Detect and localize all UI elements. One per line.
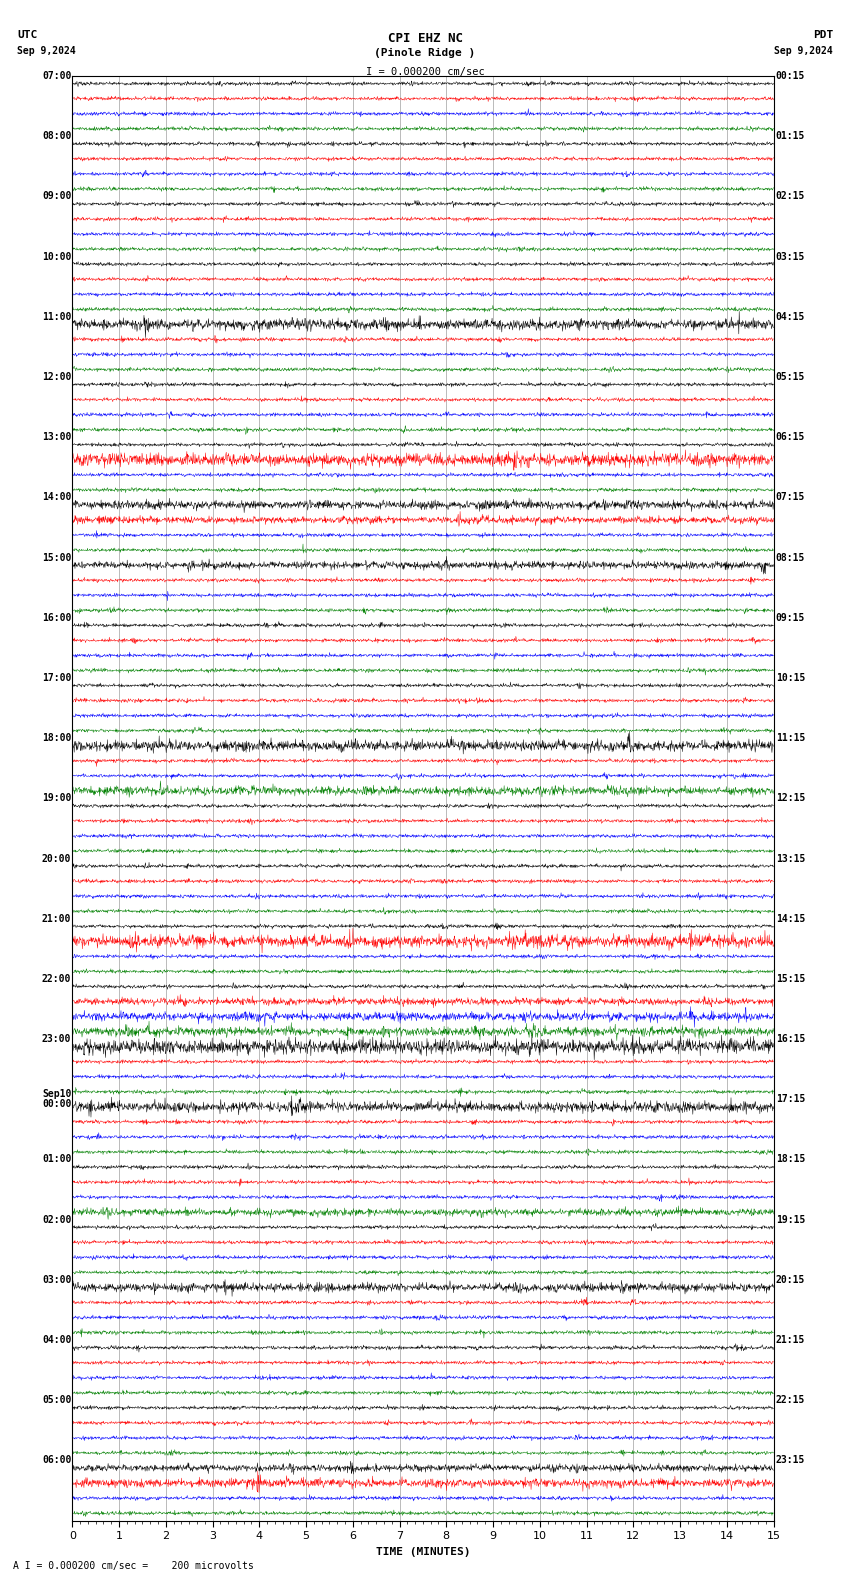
- Text: PDT: PDT: [813, 30, 833, 40]
- Text: 22:15: 22:15: [776, 1396, 805, 1405]
- Text: 23:15: 23:15: [776, 1456, 805, 1465]
- Text: 05:15: 05:15: [776, 372, 805, 382]
- Text: 04:15: 04:15: [776, 312, 805, 322]
- Text: 00:00: 00:00: [42, 1099, 71, 1109]
- Text: 07:15: 07:15: [776, 493, 805, 502]
- Text: 01:15: 01:15: [776, 131, 805, 141]
- Text: (Pinole Ridge ): (Pinole Ridge ): [374, 48, 476, 57]
- Text: Sep10: Sep10: [42, 1090, 71, 1099]
- Text: 08:00: 08:00: [42, 131, 71, 141]
- Text: 21:15: 21:15: [776, 1335, 805, 1345]
- Text: 01:00: 01:00: [42, 1155, 71, 1164]
- Text: 20:00: 20:00: [42, 854, 71, 863]
- Text: 09:15: 09:15: [776, 613, 805, 623]
- Text: 16:00: 16:00: [42, 613, 71, 623]
- Text: 09:00: 09:00: [42, 192, 71, 201]
- Text: 15:00: 15:00: [42, 553, 71, 562]
- Text: 18:15: 18:15: [776, 1155, 805, 1164]
- Text: 17:15: 17:15: [776, 1095, 805, 1104]
- Text: UTC: UTC: [17, 30, 37, 40]
- Text: 05:00: 05:00: [42, 1396, 71, 1405]
- Text: CPI EHZ NC: CPI EHZ NC: [388, 32, 462, 44]
- Text: 10:15: 10:15: [776, 673, 805, 683]
- Text: A I = 0.000200 cm/sec =    200 microvolts: A I = 0.000200 cm/sec = 200 microvolts: [13, 1562, 253, 1571]
- Text: 11:00: 11:00: [42, 312, 71, 322]
- Text: 06:00: 06:00: [42, 1456, 71, 1465]
- Text: I = 0.000200 cm/sec: I = 0.000200 cm/sec: [366, 67, 484, 76]
- Text: 08:15: 08:15: [776, 553, 805, 562]
- Text: 19:00: 19:00: [42, 794, 71, 803]
- Text: 00:15: 00:15: [776, 71, 805, 81]
- Text: 03:00: 03:00: [42, 1275, 71, 1285]
- Text: 14:00: 14:00: [42, 493, 71, 502]
- X-axis label: TIME (MINUTES): TIME (MINUTES): [376, 1546, 470, 1557]
- Text: 16:15: 16:15: [776, 1034, 805, 1044]
- Text: 10:00: 10:00: [42, 252, 71, 261]
- Text: Sep 9,2024: Sep 9,2024: [17, 46, 76, 55]
- Text: 23:00: 23:00: [42, 1034, 71, 1044]
- Text: 02:15: 02:15: [776, 192, 805, 201]
- Text: 15:15: 15:15: [776, 974, 805, 984]
- Text: 12:00: 12:00: [42, 372, 71, 382]
- Text: 18:00: 18:00: [42, 733, 71, 743]
- Text: 13:15: 13:15: [776, 854, 805, 863]
- Text: 14:15: 14:15: [776, 914, 805, 923]
- Text: Sep 9,2024: Sep 9,2024: [774, 46, 833, 55]
- Text: 20:15: 20:15: [776, 1275, 805, 1285]
- Text: 19:15: 19:15: [776, 1215, 805, 1224]
- Text: 02:00: 02:00: [42, 1215, 71, 1224]
- Text: 22:00: 22:00: [42, 974, 71, 984]
- Text: 03:15: 03:15: [776, 252, 805, 261]
- Text: 17:00: 17:00: [42, 673, 71, 683]
- Text: 21:00: 21:00: [42, 914, 71, 923]
- Text: 06:15: 06:15: [776, 432, 805, 442]
- Text: 11:15: 11:15: [776, 733, 805, 743]
- Text: 07:00: 07:00: [42, 71, 71, 81]
- Text: 04:00: 04:00: [42, 1335, 71, 1345]
- Text: 12:15: 12:15: [776, 794, 805, 803]
- Text: 13:00: 13:00: [42, 432, 71, 442]
